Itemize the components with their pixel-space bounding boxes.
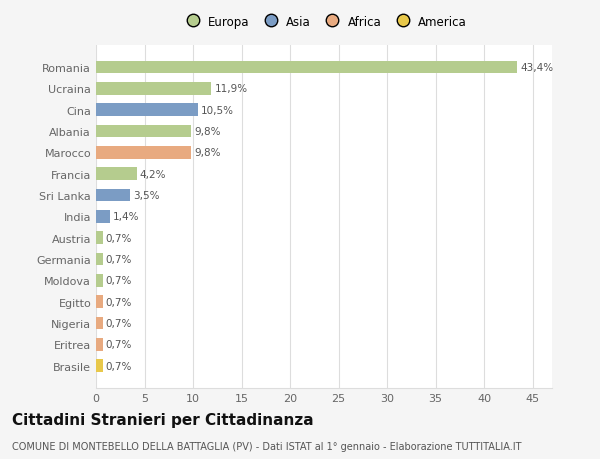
Bar <box>96 232 103 245</box>
Text: 0,7%: 0,7% <box>106 233 132 243</box>
Bar <box>96 104 198 117</box>
Text: 10,5%: 10,5% <box>201 106 234 115</box>
Bar <box>96 168 137 181</box>
Text: 0,7%: 0,7% <box>106 319 132 328</box>
Bar <box>96 189 130 202</box>
Bar <box>96 274 103 287</box>
Text: 9,8%: 9,8% <box>194 127 220 137</box>
Text: 4,2%: 4,2% <box>140 169 166 179</box>
Text: 1,4%: 1,4% <box>112 212 139 222</box>
Bar <box>96 253 103 266</box>
Text: Cittadini Stranieri per Cittadinanza: Cittadini Stranieri per Cittadinanza <box>12 413 314 428</box>
Text: COMUNE DI MONTEBELLO DELLA BATTAGLIA (PV) - Dati ISTAT al 1° gennaio - Elaborazi: COMUNE DI MONTEBELLO DELLA BATTAGLIA (PV… <box>12 441 521 451</box>
Text: 9,8%: 9,8% <box>194 148 220 158</box>
Bar <box>96 338 103 351</box>
Text: 0,7%: 0,7% <box>106 276 132 286</box>
Bar <box>96 83 211 95</box>
Text: 11,9%: 11,9% <box>214 84 247 94</box>
Bar <box>96 125 191 138</box>
Bar <box>96 211 110 223</box>
Text: 0,7%: 0,7% <box>106 340 132 350</box>
Legend: Europa, Asia, Africa, America: Europa, Asia, Africa, America <box>176 11 472 33</box>
Text: 3,5%: 3,5% <box>133 190 160 201</box>
Text: 43,4%: 43,4% <box>520 63 553 73</box>
Bar <box>96 62 517 74</box>
Text: 0,7%: 0,7% <box>106 254 132 264</box>
Text: 0,7%: 0,7% <box>106 361 132 371</box>
Text: 0,7%: 0,7% <box>106 297 132 307</box>
Bar <box>96 146 191 159</box>
Bar <box>96 296 103 308</box>
Bar <box>96 317 103 330</box>
Bar <box>96 359 103 372</box>
